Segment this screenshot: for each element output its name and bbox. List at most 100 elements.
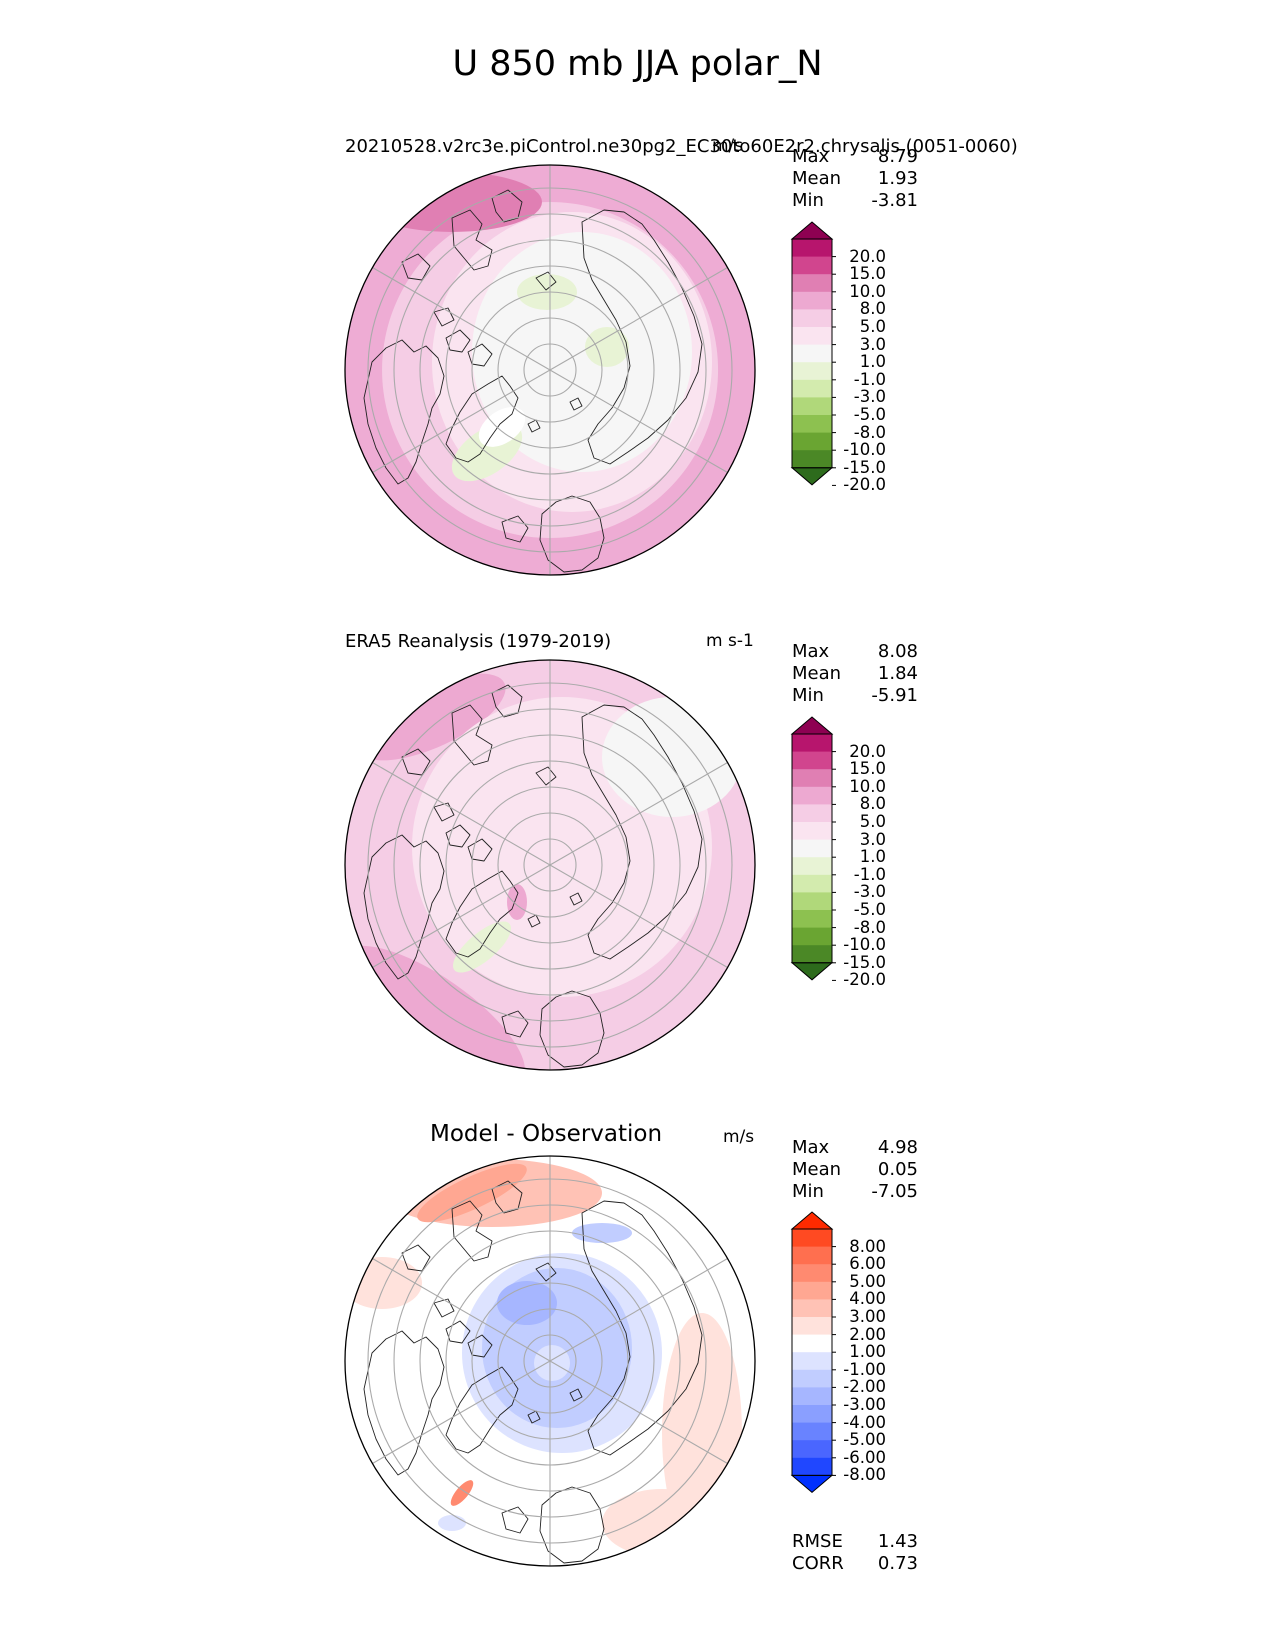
panel-2-colorbar-tick-label: 3.0 (859, 829, 886, 849)
panel-3-coastline (401, 1244, 431, 1272)
panel-2-colorbar-tick-label: 5.0 (859, 812, 886, 831)
panel-2-colorbar-extend-min (790, 962, 834, 981)
panel-2-colorbar-segment (792, 786, 832, 805)
panel-2-colorbar-tick-label: -10.0 (843, 935, 886, 955)
panel-3-coastlines (363, 1180, 703, 1564)
panel-3-band (572, 1223, 632, 1243)
panel-3-map-boundary (344, 1155, 756, 1567)
panel-2-meridian (372, 864, 551, 968)
panel-1-gridlines (367, 165, 733, 575)
panel-3-colorbar-tick-label: -2.00 (843, 1377, 886, 1397)
panel-1-units: m/s (712, 136, 744, 156)
panel-3-band (497, 1281, 557, 1325)
panel-3-coastline (491, 1180, 523, 1214)
panel-3-colorbar-segment (792, 1246, 832, 1265)
panel-2-coastline (445, 870, 519, 958)
panel-1-colorbar-tick-label: 5.0 (859, 317, 886, 336)
panel-2-colorbar-tick-label: -20.0 (843, 970, 886, 990)
panel-1-meridian (372, 369, 551, 473)
panel-3-units: m/s (723, 1127, 755, 1147)
corr-label: CORR (792, 1553, 844, 1574)
panel-1-colorbar-extend-max (790, 221, 834, 240)
panel-3-colorbar-segment (792, 1299, 832, 1318)
panel-2-band (345, 945, 525, 1070)
panel-2-coastline (501, 1010, 529, 1038)
panel-3-colorbar-tick-label: -5.00 (843, 1430, 886, 1450)
panel-1-colorbar (790, 221, 836, 486)
panel-2-title: ERA5 Reanalysis (1979-2019) (345, 631, 612, 652)
panel-3-mean-label: Mean (792, 1159, 842, 1180)
panel-1-colorbar-segment (792, 274, 832, 293)
panel-2-coastline (363, 834, 445, 980)
panel-3-band (438, 1515, 466, 1531)
panel-1-coastline (569, 397, 583, 411)
panel-2-colorbar-tick-label: 10.0 (849, 776, 886, 796)
panel-2-coastline (527, 914, 541, 928)
panel-2-coastline (535, 766, 557, 786)
rmse-label: RMSE (792, 1531, 843, 1552)
panel-2-coastline (445, 824, 471, 848)
panel-1-colorbar-tick-label: 15.0 (849, 264, 886, 284)
panel-3-colorbar-tick-label: 8.00 (849, 1236, 886, 1256)
panel-3-colorbar-segment (792, 1405, 832, 1424)
panel-2-mean-label: Mean (792, 663, 842, 684)
panel-3-colorbar-tick-label: 6.00 (849, 1254, 886, 1274)
panel-2-colorbar-segment (792, 822, 832, 841)
panel-3-meridian (372, 1360, 551, 1464)
panel-1-mean-label: Mean (792, 168, 842, 189)
panel-3-coastline (569, 1388, 583, 1402)
panel-2-colorbar-extend-max (790, 716, 834, 735)
panel-1-colorbar-segment (792, 415, 832, 434)
panel-1-coastline (467, 343, 493, 367)
panel-3-band (417, 1163, 527, 1223)
panel-1-polar-map (344, 164, 756, 576)
panel-3-coastline (527, 1410, 541, 1424)
panel-2-coastline (467, 838, 493, 862)
panel-2-colorbar-segment (792, 839, 832, 858)
panel-3-colorbar-segment (792, 1369, 832, 1388)
panel-1-colorbar-segment (792, 344, 832, 363)
panel-2-band (358, 673, 506, 761)
panel-3-colorbar-segment (792, 1387, 832, 1406)
panel-3-mean-value: 0.05 (877, 1159, 918, 1180)
panel-3-colorbar-segment (792, 1317, 832, 1336)
panel-1-colorbar-segment (792, 362, 832, 381)
panel-1-colorbar-tick-label: -5.0 (853, 405, 886, 424)
panel-2-colorbar-tick-label: -8.0 (853, 917, 886, 937)
panel-3-colorbar (790, 1211, 836, 1494)
panel-2-colorbar-outline (791, 733, 833, 964)
panel-1-coastline (527, 419, 541, 433)
panel-1-min-value: -3.81 (871, 190, 918, 211)
panel-2-colorbar-segment (792, 945, 832, 964)
panel-1-colorbar-tick-label: -15.0 (843, 457, 886, 477)
panel-1-coastline (401, 253, 431, 281)
panel-3-meridian (372, 1258, 551, 1362)
panel-2-gridlines (367, 660, 733, 1070)
panel-1-coastline (581, 209, 703, 465)
panel-1-coastline (491, 189, 523, 223)
panel-2-colorbar-segment (792, 751, 832, 770)
panel-3-colorbar-segment (792, 1281, 832, 1300)
panel-1-meridian (549, 369, 728, 473)
panel-2-band (507, 884, 527, 920)
panel-3-coastline (445, 1320, 471, 1344)
corr-value: 0.73 (877, 1553, 918, 1574)
panel-1-colorbar-segment (792, 379, 832, 398)
panel-1-min-label: Min (792, 190, 824, 211)
panel-1-coastline (451, 209, 493, 271)
panel-3-min-label: Min (792, 1181, 824, 1202)
panel-3-colorbar-segment (792, 1352, 832, 1371)
panel-1-colorbar-tick-label: 8.0 (859, 299, 886, 319)
panel-2-max-value: 8.08 (877, 641, 918, 662)
panel-3-min-value: -7.05 (871, 1181, 918, 1202)
panel-1-coastline (445, 375, 519, 463)
panel-2-colorbar-segment (792, 804, 832, 823)
panel-3-colorbar-tick-label: 4.00 (849, 1289, 886, 1309)
panel-2-min-value: -5.91 (871, 685, 918, 706)
panel-3-colorbar-segment (792, 1440, 832, 1459)
panel-3-max-value: 4.98 (877, 1137, 918, 1158)
panel-3-coastline (581, 1200, 703, 1456)
panel-1-colorbar-segment (792, 432, 832, 451)
panel-2-colorbar-segment (792, 927, 832, 946)
panel-2-colorbar-segment (792, 734, 832, 753)
